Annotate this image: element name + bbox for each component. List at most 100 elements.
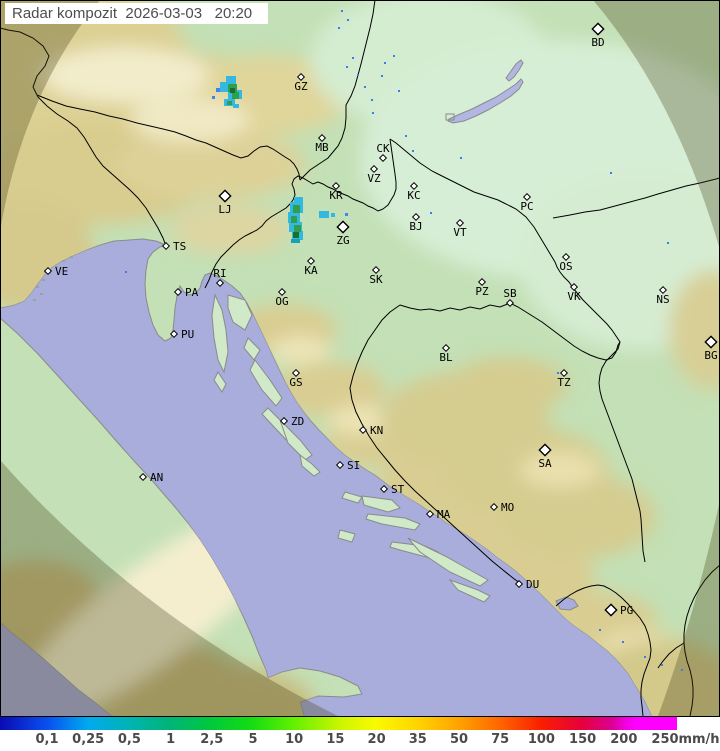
city-label: GS	[289, 376, 302, 389]
city-label: MB	[315, 141, 329, 154]
city-label: RI	[213, 267, 226, 280]
city-label: ZG	[336, 234, 349, 247]
echo-cell	[293, 205, 300, 213]
echo-speck	[352, 57, 354, 59]
city-label: KR	[329, 189, 343, 202]
scale-label: 200	[610, 732, 638, 747]
city-label: MO	[501, 501, 514, 514]
city-diamond-icon	[538, 443, 552, 457]
city-marker-VE: VE	[43, 265, 68, 278]
city-diamond-icon	[291, 368, 301, 378]
city-marker-BD: BD	[591, 22, 605, 49]
city-label: SB	[503, 287, 517, 300]
scale-label: 50	[449, 732, 469, 747]
scale-label: 2,5	[200, 732, 224, 747]
echo-cell	[294, 225, 301, 232]
city-diamond-icon	[514, 579, 524, 589]
city-label: TS	[173, 240, 186, 253]
city-diamond-icon	[604, 603, 618, 617]
echo-speck	[405, 135, 407, 137]
city-marker-TZ: TZ	[557, 368, 571, 389]
city-label: VK	[567, 290, 581, 303]
city-label: BD	[591, 36, 604, 49]
city-diamond-icon	[561, 252, 571, 262]
echo-cell	[291, 239, 300, 243]
radar-map: BD GZ MB CK VZ KR KC LJ PC BJ VT ZG TS OS KA SK VE RI PZ VK…	[0, 0, 720, 717]
city-marker-KN: KN	[358, 424, 383, 437]
city-label: LJ	[218, 203, 231, 216]
city-label: PZ	[475, 285, 489, 298]
city-marker-MA: MA	[425, 508, 451, 521]
echo-cell	[331, 213, 335, 217]
city-marker-OS: OS	[559, 252, 573, 273]
rain-rate-colorbar-row	[0, 717, 720, 730]
city-diamond-icon	[306, 256, 316, 266]
city-diamond-icon	[43, 266, 53, 276]
city-label: KA	[304, 264, 318, 277]
scale-label: 35	[408, 732, 427, 747]
city-diamond-icon	[317, 133, 327, 143]
city-diamond-icon	[296, 72, 306, 82]
echo-speck	[341, 10, 343, 12]
scale-label: 5	[248, 732, 258, 747]
city-marker-CK: CK	[376, 142, 390, 163]
city-marker-ZG: ZG	[336, 220, 350, 247]
city-label: BG	[704, 349, 717, 362]
city-label: BJ	[409, 220, 422, 233]
city-diamond-icon	[169, 329, 179, 339]
city-label: SA	[538, 457, 552, 470]
city-label: VZ	[367, 172, 381, 185]
city-diamond-icon	[138, 472, 148, 482]
city-markers: BD GZ MB CK VZ KR KC LJ PC BJ VT ZG TS OS KA SK VE RI PZ VK…	[43, 22, 718, 617]
scale-label: 10	[285, 732, 304, 747]
city-marker-OG: OG	[275, 287, 289, 308]
echo-cell	[232, 92, 239, 99]
echo-speck	[125, 271, 127, 273]
city-label: GZ	[294, 80, 308, 93]
echo-speck	[644, 656, 646, 658]
city-diamond-icon	[215, 278, 225, 288]
scale-label: 75	[491, 732, 510, 747]
city-marker-VZ: VZ	[367, 164, 381, 185]
map-title: Radar kompozit 2026-03-03 20:20	[5, 3, 268, 24]
city-diamond-icon	[409, 181, 419, 191]
echo-cell	[212, 96, 215, 99]
city-label: TZ	[557, 376, 571, 389]
echo-speck	[667, 242, 669, 244]
echo-cell	[227, 101, 232, 105]
city-marker-PU: PU	[169, 328, 194, 341]
echo-speck	[338, 27, 340, 29]
echo-cell	[345, 213, 348, 216]
city-diamond-icon	[441, 343, 451, 353]
city-diamond-icon	[569, 282, 579, 292]
city-label: KN	[370, 424, 383, 437]
city-diamond-icon	[369, 164, 379, 174]
city-diamond-icon	[218, 189, 232, 203]
city-label: SI	[347, 459, 360, 472]
echo-speck	[622, 641, 624, 643]
city-label: NS	[656, 293, 669, 306]
scale-label: 0,1	[35, 732, 59, 747]
city-marker-PG: PG	[604, 603, 633, 617]
city-label: SK	[369, 273, 383, 286]
city-diamond-icon	[704, 335, 718, 349]
city-marker-KR: KR	[329, 181, 343, 202]
echo-speck	[681, 669, 683, 671]
echo-speck	[412, 150, 414, 152]
city-label: OG	[275, 295, 288, 308]
city-marker-SK: SK	[369, 265, 383, 286]
city-diamond-icon	[591, 22, 605, 36]
city-label: ST	[391, 483, 405, 496]
city-diamond-icon	[371, 265, 381, 275]
city-marker-KA: KA	[304, 256, 318, 277]
radar-noise-specks	[125, 10, 683, 671]
echo-speck	[372, 112, 374, 114]
city-marker-GZ: GZ	[294, 72, 308, 93]
city-marker-SI: SI	[335, 459, 360, 472]
scale-label: 250	[651, 732, 679, 747]
city-diamond-icon	[358, 425, 368, 435]
city-diamond-icon	[559, 368, 569, 378]
city-marker-MO: MO	[489, 501, 514, 514]
scale-label: 20	[367, 732, 386, 747]
city-label: BL	[439, 351, 453, 364]
